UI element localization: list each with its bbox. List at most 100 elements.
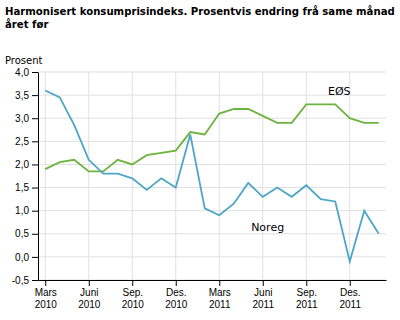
x-tick: Des.2010: [165, 280, 188, 310]
y-tick-mark: [32, 72, 38, 73]
x-tick-label-line: Sep.: [122, 287, 143, 298]
y-tick-label: 2,5: [15, 136, 29, 147]
grid-line-x: [262, 72, 263, 280]
x-tick-label: Juni2010: [78, 287, 101, 310]
x-tick-mark: [89, 280, 90, 286]
grid: [38, 72, 386, 280]
annotation: Noreg: [251, 221, 284, 234]
grid-line-x: [175, 72, 176, 280]
chart: Harmonisert konsumprisindeks. Prosentvis…: [0, 0, 400, 320]
grid-line-x: [88, 72, 89, 280]
x-tick: Des.2011: [339, 280, 361, 310]
x-tick-label-line: Juni: [80, 287, 98, 298]
grid-line-x: [132, 72, 133, 280]
x-tick: Sep.2011: [296, 280, 318, 310]
x-tick-mark: [263, 280, 264, 286]
x-tick-label-line: Des.: [340, 287, 361, 298]
y-axis: -0,5 0,0 0,5 1,0 1,5 2,0 2,5 3,0 3,5 4,0: [12, 67, 39, 286]
x-tick: Mars2010: [35, 280, 58, 310]
x-tick-label: Sep.2010: [122, 287, 145, 310]
grid-line-x: [306, 72, 307, 280]
x-tick-label-line: Des.: [166, 287, 187, 298]
y-tick-mark: [32, 257, 38, 258]
y-tick-mark: [32, 280, 38, 281]
series-line: [45, 90, 379, 261]
x-tick-label-line: 2011: [339, 299, 361, 310]
x-tick-label-line: 2010: [78, 299, 101, 310]
x-axis-line: [39, 280, 387, 281]
grid-line-x: [219, 72, 220, 280]
y-tick-label: 4,0: [15, 67, 29, 78]
y-tick-mark: [32, 188, 38, 189]
y-tick: 1,5: [15, 182, 38, 193]
y-tick-label: 1,5: [15, 182, 29, 193]
title-line: Harmonisert konsumprisindeks. Prosentvis…: [5, 5, 395, 17]
y-label: Prosent: [5, 55, 43, 66]
plot: Mars2010Juni2010Sep.2010Des.2010Mars2011…: [5, 55, 387, 310]
grid-line-y: [38, 280, 386, 281]
x-axis: Mars2010Juni2010Sep.2010Des.2010Mars2011…: [35, 280, 387, 310]
x-tick-label: Des.2010: [165, 287, 188, 310]
y-tick-mark: [32, 211, 38, 212]
x-tick: Mars2011: [209, 280, 231, 310]
y-tick-mark: [32, 141, 38, 142]
y-tick: 0,5: [15, 228, 38, 239]
y-tick: 4,0: [15, 67, 38, 78]
y-tick-label: 1,0: [15, 205, 29, 216]
x-tick-label-line: 2010: [35, 299, 58, 310]
y-axis-line: [38, 73, 39, 281]
y-tick-label: 3,5: [15, 90, 29, 101]
x-tick-mark: [132, 280, 133, 286]
grid-line-y: [38, 233, 386, 234]
y-tick: -0,5: [12, 275, 38, 286]
y-tick: 1,0: [15, 205, 38, 216]
x-tick-label-line: 2011: [296, 299, 318, 310]
series-line: [45, 104, 379, 171]
x-tick-mark: [350, 280, 351, 286]
y-tick-label: 3,0: [15, 113, 29, 124]
grid-line-x: [45, 72, 46, 280]
y-tick-label: 0,5: [15, 228, 29, 239]
annotation: EØS: [328, 85, 351, 98]
y-tick: 0,0: [15, 252, 38, 263]
y-tick-label: -0,5: [12, 275, 30, 286]
y-tick-label: 0,0: [15, 252, 29, 263]
y-tick: 3,5: [15, 90, 38, 101]
y-tick: 2,0: [15, 159, 38, 170]
x-tick-label-line: 2011: [252, 299, 274, 310]
y-tick-mark: [32, 95, 38, 96]
y-tick: 3,0: [15, 113, 38, 124]
x-tick-mark: [45, 280, 46, 286]
y-tick-mark: [32, 118, 38, 119]
y-tick-mark: [32, 234, 38, 235]
x-tick-label-line: Mars: [209, 287, 231, 298]
x-tick-label: Mars2010: [35, 287, 58, 310]
grid-line-y: [38, 118, 386, 119]
x-tick-label-line: 2010: [122, 299, 145, 310]
x-tick: Sep.2010: [122, 280, 145, 310]
grid-line-y: [38, 141, 386, 142]
grid-line-x: [349, 72, 350, 280]
x-tick-label-line: 2011: [209, 299, 231, 310]
y-tick-label: 2,0: [15, 159, 29, 170]
x-tick: Juni2011: [252, 280, 274, 310]
x-tick-label-line: 2010: [165, 299, 188, 310]
grid-line-y: [38, 187, 386, 188]
title-line: året før: [5, 18, 48, 30]
grid-line-y: [38, 164, 386, 165]
title: Harmonisert konsumprisindeks. Prosentvis…: [5, 5, 395, 30]
lines: [45, 90, 379, 261]
x-tick: Juni2010: [78, 280, 101, 310]
x-tick-label-line: Sep.: [296, 287, 317, 298]
x-tick-label-line: Mars: [35, 287, 57, 298]
x-tick-label: Sep.2011: [296, 287, 318, 310]
x-tick-label-line: Juni: [254, 287, 272, 298]
x-tick-label: Juni2011: [252, 287, 274, 310]
annotations: EØS Noreg: [251, 85, 350, 234]
x-tick-mark: [306, 280, 307, 286]
x-tick-label: Mars2011: [209, 287, 231, 310]
x-tick-mark: [176, 280, 177, 286]
grid-line-y: [38, 72, 386, 73]
y-tick: 2,5: [15, 136, 38, 147]
x-tick-label: Des.2011: [339, 287, 361, 310]
